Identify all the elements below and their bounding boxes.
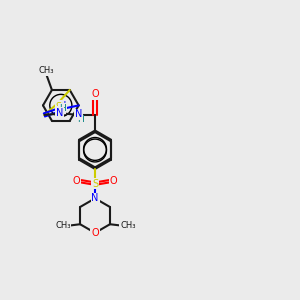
Text: CH₃: CH₃ <box>39 66 54 75</box>
Text: S: S <box>55 102 61 112</box>
Text: N: N <box>56 108 64 118</box>
Text: N: N <box>75 109 82 119</box>
Text: O: O <box>91 89 99 99</box>
Text: CH₃: CH₃ <box>55 221 70 230</box>
Text: N: N <box>91 194 99 203</box>
Text: H: H <box>77 116 84 124</box>
Text: N: N <box>91 194 99 203</box>
Text: CH₃: CH₃ <box>120 221 136 230</box>
Text: H: H <box>59 104 66 113</box>
Text: N: N <box>59 101 66 111</box>
Text: S: S <box>92 179 98 189</box>
Text: O: O <box>73 176 80 186</box>
Text: O: O <box>110 176 117 186</box>
Text: O: O <box>91 228 99 238</box>
